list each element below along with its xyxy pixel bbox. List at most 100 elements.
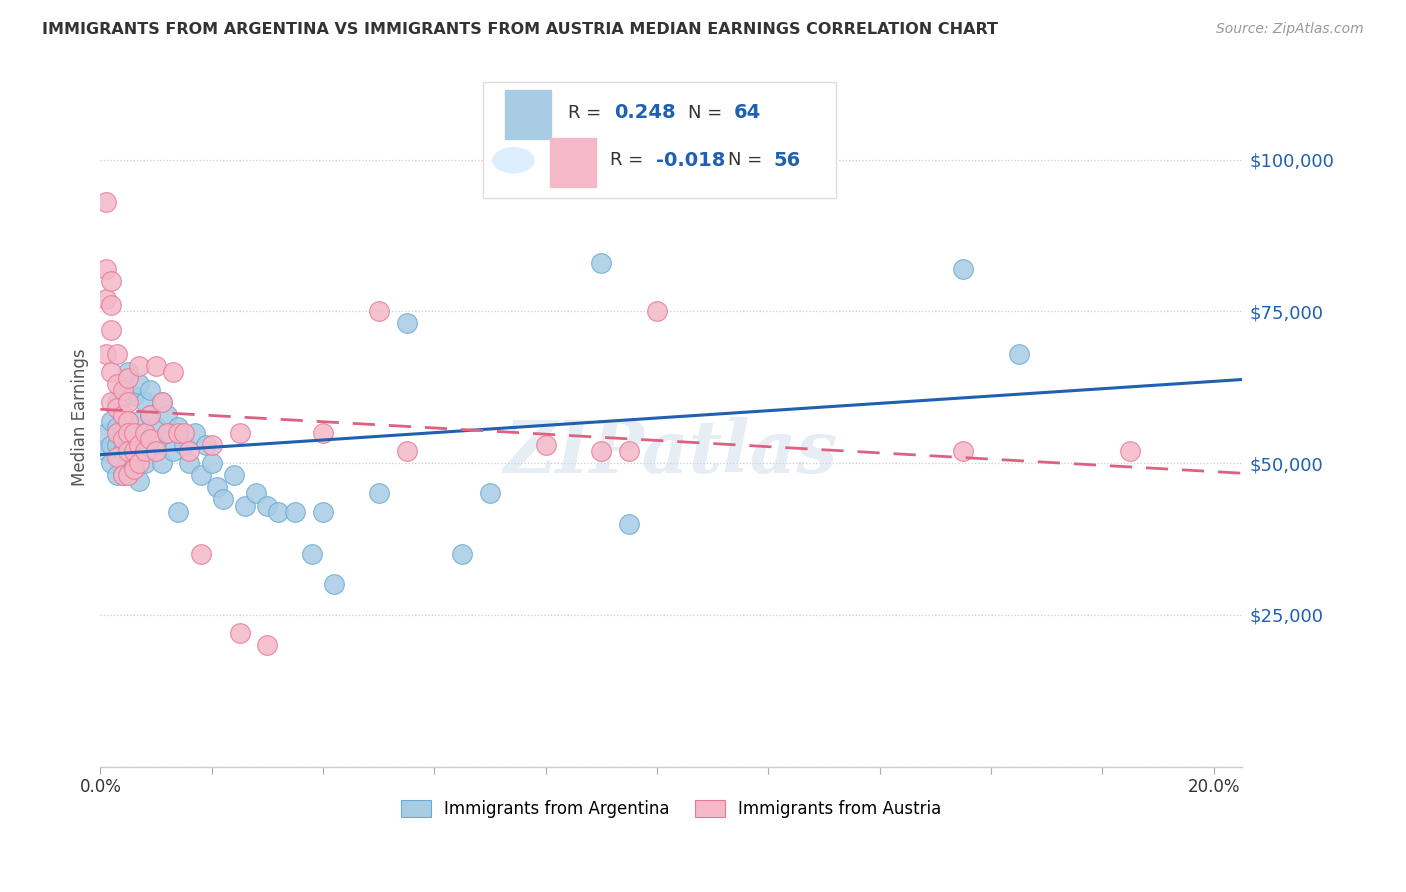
Point: [173, 425, 195, 440]
Point: [591, 444, 613, 458]
Point: [111, 468, 134, 483]
Point: [122, 456, 145, 470]
Point: [139, 432, 162, 446]
Point: [619, 516, 641, 531]
Point: [184, 425, 207, 440]
Point: [323, 577, 346, 591]
Point: [122, 444, 145, 458]
Point: [167, 505, 190, 519]
Point: [952, 261, 974, 276]
Point: [111, 425, 134, 440]
Point: [105, 395, 128, 409]
Point: [150, 395, 173, 409]
Point: [105, 438, 128, 452]
Point: [162, 365, 184, 379]
Point: [162, 444, 184, 458]
Point: [150, 395, 173, 409]
Point: [190, 468, 212, 483]
Point: [156, 408, 179, 422]
Point: [100, 438, 122, 452]
Point: [117, 432, 139, 446]
FancyBboxPatch shape: [482, 82, 837, 198]
Point: [256, 638, 278, 652]
Point: [111, 383, 134, 397]
Point: [100, 298, 122, 312]
Point: [105, 401, 128, 416]
Point: [100, 365, 122, 379]
Point: [479, 486, 502, 500]
Point: [156, 425, 179, 440]
Point: [139, 408, 162, 422]
Point: [167, 419, 190, 434]
Text: R =: R =: [568, 103, 607, 122]
Point: [94, 195, 117, 210]
Point: [145, 359, 167, 373]
Point: [245, 486, 267, 500]
Point: [284, 505, 307, 519]
Point: [94, 425, 117, 440]
Point: [105, 377, 128, 392]
Point: [117, 456, 139, 470]
Point: [134, 395, 156, 409]
Point: [150, 456, 173, 470]
Point: [100, 395, 122, 409]
Point: [111, 389, 134, 403]
Point: [100, 456, 122, 470]
Point: [228, 626, 250, 640]
Bar: [506, 90, 551, 139]
Point: [145, 438, 167, 452]
Point: [117, 425, 139, 440]
Point: [179, 456, 201, 470]
Text: 0.248: 0.248: [614, 103, 675, 122]
Point: [190, 547, 212, 561]
Point: [117, 395, 139, 409]
Point: [128, 438, 150, 452]
Point: [122, 432, 145, 446]
Point: [128, 413, 150, 427]
Point: [128, 456, 150, 470]
Point: [222, 468, 245, 483]
Point: [591, 256, 613, 270]
Point: [139, 383, 162, 397]
Point: [1008, 347, 1031, 361]
Point: [451, 547, 474, 561]
Point: [395, 317, 418, 331]
Point: [312, 425, 335, 440]
Point: [134, 456, 156, 470]
Point: [117, 371, 139, 385]
Point: [134, 425, 156, 440]
Circle shape: [494, 148, 534, 173]
Point: [156, 425, 179, 440]
Point: [100, 413, 122, 427]
Text: N =: N =: [728, 152, 768, 169]
Bar: [550, 138, 596, 187]
Point: [211, 492, 233, 507]
Point: [111, 444, 134, 458]
Point: [105, 419, 128, 434]
Point: [117, 413, 139, 427]
Point: [173, 438, 195, 452]
Text: IMMIGRANTS FROM ARGENTINA VS IMMIGRANTS FROM AUSTRIA MEDIAN EARNINGS CORRELATION: IMMIGRANTS FROM ARGENTINA VS IMMIGRANTS …: [42, 22, 998, 37]
Legend: Immigrants from Argentina, Immigrants from Austria: Immigrants from Argentina, Immigrants fr…: [394, 793, 948, 824]
Point: [117, 365, 139, 379]
Point: [267, 505, 290, 519]
Y-axis label: Median Earnings: Median Earnings: [72, 349, 89, 486]
Point: [122, 389, 145, 403]
Point: [367, 486, 389, 500]
Point: [256, 499, 278, 513]
Point: [139, 408, 162, 422]
Text: -0.018: -0.018: [657, 151, 725, 169]
Text: ZIPatlas: ZIPatlas: [503, 417, 838, 488]
Text: 64: 64: [734, 103, 761, 122]
Point: [117, 444, 139, 458]
Point: [128, 438, 150, 452]
Point: [111, 432, 134, 446]
Point: [128, 359, 150, 373]
Text: Source: ZipAtlas.com: Source: ZipAtlas.com: [1216, 22, 1364, 37]
Point: [233, 499, 256, 513]
Point: [134, 425, 156, 440]
Point: [201, 456, 224, 470]
Point: [94, 347, 117, 361]
Point: [128, 377, 150, 392]
Point: [111, 468, 134, 483]
